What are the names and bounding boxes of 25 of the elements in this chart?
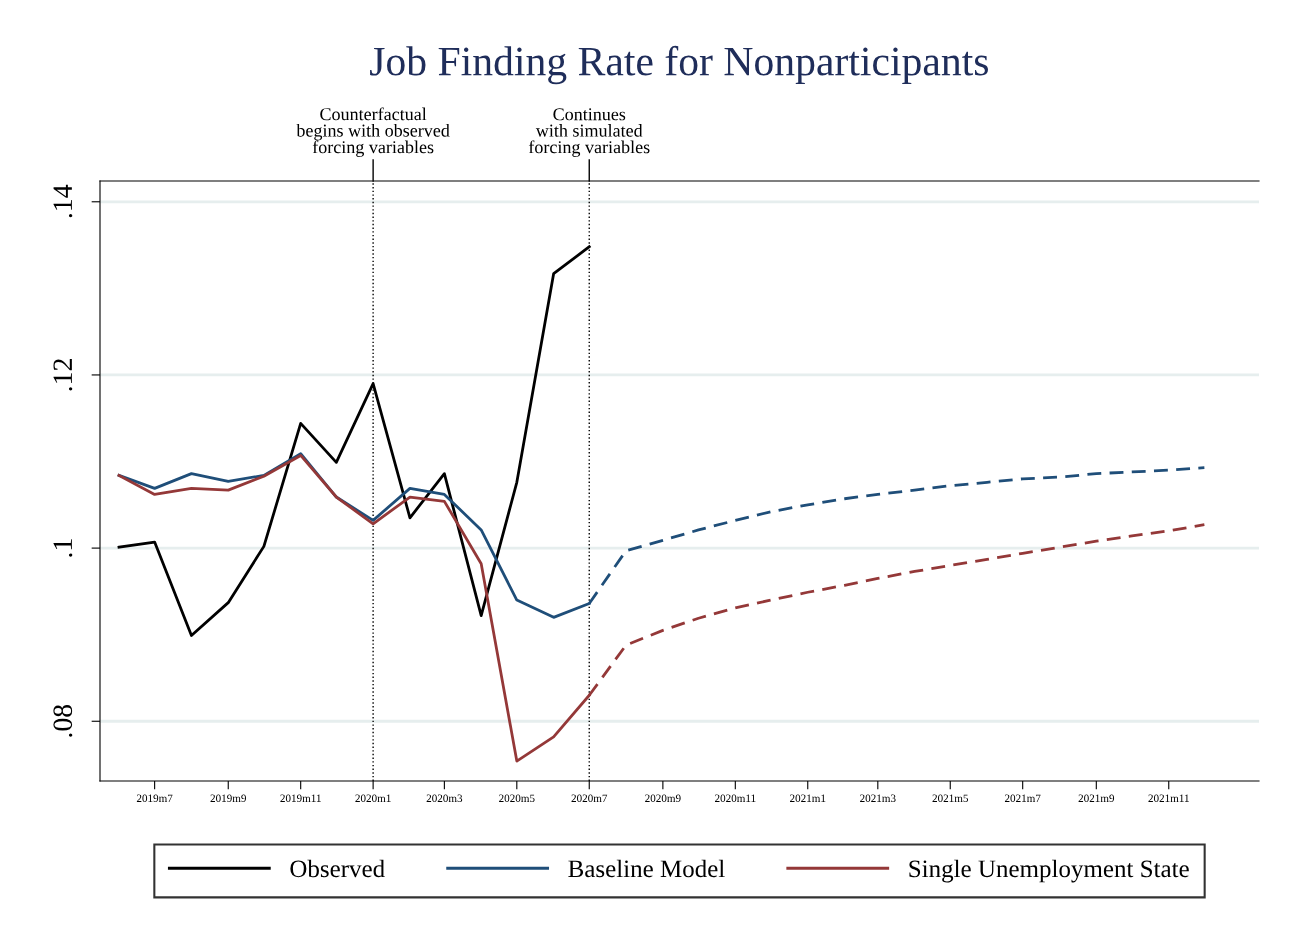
x-tick-label: 2020m3 [426,794,463,803]
legend-label: Baseline Model [568,859,725,878]
x-tick-label: 2020m11 [715,794,756,803]
x-tick-label: 2020m7 [571,794,608,803]
x-tick-label: 2021m9 [1078,794,1115,803]
chart-title: Job Finding Rate for Nonparticipants [370,45,988,85]
x-tick-label: 2019m7 [136,794,173,803]
x-tick-label: 2020m9 [645,794,681,803]
y-tick-label: .12 [53,359,73,391]
y-tick-label: .1 [53,539,73,557]
x-tick-label: 2019m11 [280,794,321,803]
ref-line-label: Counterfactual begins with observed forcing variables [296,107,450,157]
x-tick-label: 2021m1 [790,794,826,803]
x-tick-label: 2020m5 [499,794,535,803]
legend-label: Single Unemployment State [909,859,1189,883]
legend-label: Observed [290,859,385,878]
y-tick-label: .14 [53,184,73,218]
y-tick-label: .08 [53,704,73,737]
x-tick-label: 2021m7 [1004,794,1041,803]
x-tick-label: 2021m3 [860,794,896,803]
x-tick-label: 2021m11 [1148,794,1189,803]
x-tick-label: 2021m5 [932,794,969,803]
x-tick-label: 2020m1 [355,794,391,803]
ref-line-label: Continues with simulated forcing variables [528,108,650,157]
x-tick-label: 2019m9 [210,794,247,803]
